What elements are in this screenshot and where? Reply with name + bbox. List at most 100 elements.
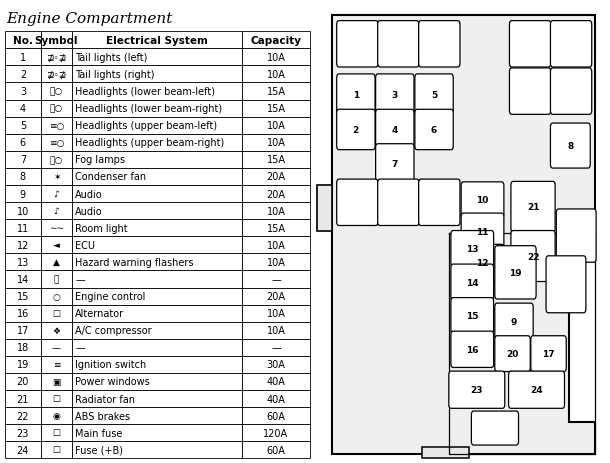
Text: 12: 12: [476, 258, 489, 268]
Text: ♪: ♪: [54, 206, 59, 216]
Bar: [5, 32, 41, 49]
Text: 9: 9: [20, 189, 26, 199]
Bar: [41, 339, 72, 356]
Bar: [41, 83, 72, 100]
Text: Headlights (upper beam-right): Headlights (upper beam-right): [76, 138, 224, 148]
Bar: [41, 424, 72, 441]
Text: ☐: ☐: [52, 445, 60, 454]
Bar: [41, 203, 72, 219]
Text: 10A: 10A: [267, 138, 285, 148]
Bar: [5, 424, 41, 441]
Text: ▣: ▣: [52, 377, 60, 386]
FancyBboxPatch shape: [451, 298, 493, 334]
Text: 6: 6: [20, 138, 26, 148]
Bar: [72, 305, 242, 322]
Text: Audio: Audio: [76, 206, 103, 216]
Bar: [72, 66, 242, 83]
Text: 2: 2: [20, 70, 26, 80]
Text: ≡○: ≡○: [49, 121, 64, 131]
Bar: [5, 169, 41, 186]
FancyBboxPatch shape: [337, 180, 378, 226]
Bar: [41, 49, 72, 66]
Bar: [5, 407, 41, 424]
Text: 20: 20: [506, 350, 518, 358]
Text: Headlights (upper beam-left): Headlights (upper beam-left): [76, 121, 218, 131]
Bar: [242, 100, 309, 117]
Bar: [72, 271, 242, 288]
Text: 19: 19: [16, 360, 29, 369]
Text: Engine control: Engine control: [76, 291, 146, 301]
Text: 1: 1: [20, 53, 26, 63]
Bar: [242, 407, 309, 424]
Text: ☐: ☐: [52, 309, 60, 318]
Text: 7: 7: [392, 160, 398, 169]
Text: 11: 11: [476, 227, 489, 236]
FancyBboxPatch shape: [337, 75, 375, 115]
Text: 22: 22: [527, 252, 539, 261]
FancyBboxPatch shape: [376, 75, 414, 115]
Text: —: —: [271, 275, 281, 284]
Text: Tail lights (left): Tail lights (left): [76, 53, 148, 63]
Text: 5: 5: [431, 90, 437, 100]
Text: Alternator: Alternator: [76, 308, 124, 319]
Bar: [72, 373, 242, 390]
Text: 10A: 10A: [267, 308, 285, 319]
FancyBboxPatch shape: [511, 231, 555, 282]
Text: Headlights (lower beam-left): Headlights (lower beam-left): [76, 87, 215, 97]
Bar: [5, 203, 41, 219]
Text: ≡○: ≡○: [49, 138, 64, 147]
Text: Radiator fan: Radiator fan: [76, 394, 135, 404]
Text: 21: 21: [527, 203, 539, 212]
Text: 10A: 10A: [267, 325, 285, 336]
Text: ∼∼: ∼∼: [49, 224, 64, 233]
Bar: [423, 447, 469, 458]
Bar: [5, 151, 41, 169]
Text: 17: 17: [542, 350, 555, 358]
Text: Room light: Room light: [76, 223, 128, 233]
FancyBboxPatch shape: [546, 256, 586, 313]
Text: ✶: ✶: [52, 173, 60, 181]
Text: 14: 14: [16, 275, 29, 284]
Text: 10A: 10A: [267, 53, 285, 63]
Text: 20A: 20A: [267, 189, 285, 199]
Text: ECU: ECU: [76, 240, 95, 250]
Text: ▲: ▲: [53, 258, 60, 267]
Text: —: —: [52, 343, 61, 352]
Text: 20A: 20A: [267, 172, 285, 182]
Bar: [72, 339, 242, 356]
Bar: [5, 390, 41, 407]
Bar: [5, 117, 41, 134]
Text: ☐: ☐: [52, 428, 60, 438]
Bar: [5, 441, 41, 458]
Text: ⧖○: ⧖○: [50, 88, 63, 96]
Bar: [41, 32, 72, 49]
Bar: [41, 151, 72, 169]
Bar: [242, 169, 309, 186]
FancyBboxPatch shape: [509, 22, 551, 68]
Polygon shape: [317, 186, 332, 232]
FancyBboxPatch shape: [415, 75, 453, 115]
Text: 10A: 10A: [267, 257, 285, 267]
Text: 18: 18: [16, 343, 29, 352]
Text: 8: 8: [20, 172, 26, 182]
Text: 16: 16: [16, 308, 29, 319]
Text: 21: 21: [16, 394, 29, 404]
Text: 11: 11: [16, 223, 29, 233]
Text: 19: 19: [509, 268, 522, 277]
Bar: [242, 83, 309, 100]
Bar: [242, 373, 309, 390]
Bar: [72, 83, 242, 100]
Text: ♪: ♪: [54, 190, 59, 199]
FancyBboxPatch shape: [495, 336, 530, 372]
FancyBboxPatch shape: [472, 411, 518, 445]
Bar: [72, 49, 242, 66]
Text: A/C compressor: A/C compressor: [76, 325, 152, 336]
Bar: [242, 424, 309, 441]
FancyBboxPatch shape: [337, 22, 378, 68]
FancyBboxPatch shape: [378, 22, 419, 68]
Bar: [242, 271, 309, 288]
Text: 14: 14: [466, 278, 479, 287]
Text: 13: 13: [466, 244, 478, 254]
Bar: [242, 356, 309, 373]
Text: —: —: [76, 275, 85, 284]
